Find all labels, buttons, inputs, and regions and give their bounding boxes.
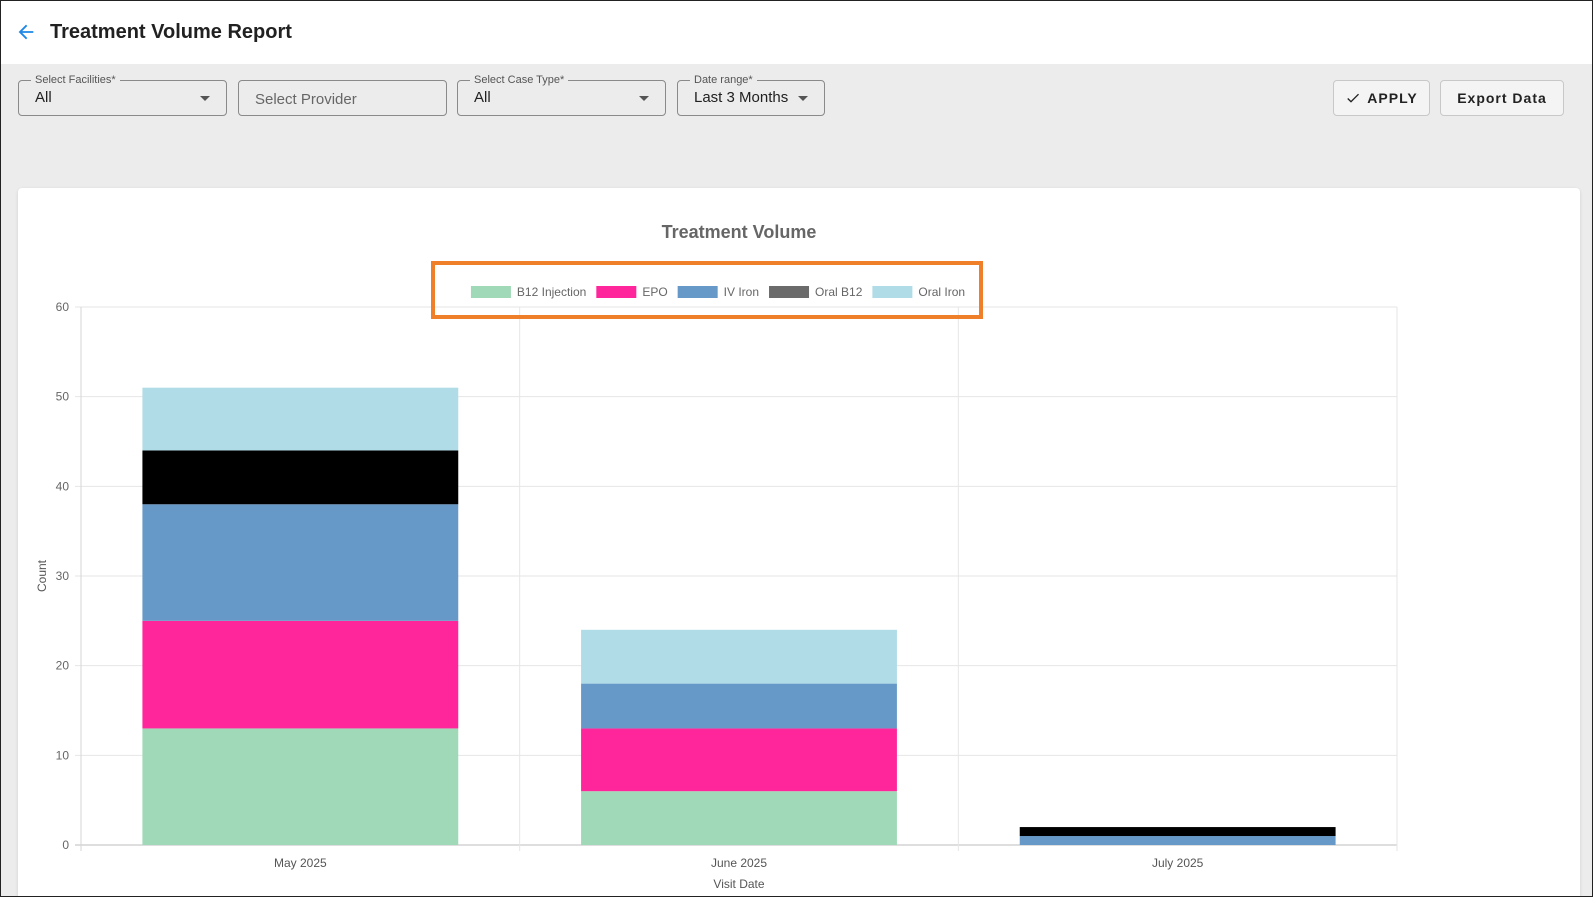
back-button[interactable] [14, 20, 38, 44]
y-tick-label: 0 [62, 838, 69, 852]
page-title: Treatment Volume Report [50, 21, 292, 43]
facilities-select-label: Select Facilities* [31, 73, 120, 87]
check-icon [1347, 93, 1360, 103]
legend-label: B12 Injection [517, 285, 586, 299]
legend-label: Oral B12 [815, 285, 863, 299]
bar-segment-iv-iron [1019, 836, 1336, 845]
case-type-select[interactable]: Select Case Type* All [457, 73, 666, 116]
legend-label: EPO [642, 285, 667, 299]
x-tick-label: May 2025 [274, 856, 327, 870]
x-tick-label: July 2025 [1152, 856, 1204, 870]
chart-title: Treatment Volume [662, 222, 817, 242]
bar-segment-iv-iron [142, 504, 459, 621]
legend-swatch [596, 286, 637, 298]
provider-select-placeholder: Select Provider [255, 91, 357, 108]
case-type-select-value: All [474, 89, 491, 106]
bar-segment-oral-iron [581, 629, 897, 684]
y-tick-label: 60 [56, 300, 70, 314]
y-tick-label: 40 [56, 479, 70, 493]
facilities-select[interactable]: Select Facilities* All [18, 73, 227, 116]
facilities-select-value: All [35, 89, 52, 106]
chevron-down-icon [798, 96, 808, 101]
y-tick-label: 10 [56, 748, 70, 762]
date-range-select-value: Last 3 Months [694, 89, 789, 106]
bar-segment-b12-injection [581, 791, 897, 845]
export-data-button[interactable]: Export Data [1440, 80, 1564, 116]
y-tick-label: 30 [56, 569, 70, 583]
y-tick-label: 20 [56, 659, 70, 673]
y-axis-label: Count [35, 559, 49, 592]
bar-segment-iv-iron [581, 683, 897, 729]
legend-label: IV Iron [724, 285, 759, 299]
provider-select[interactable]: Select Provider [238, 80, 447, 116]
chevron-down-icon [200, 96, 210, 101]
date-range-select-label: Date range* [690, 73, 757, 87]
legend-swatch [677, 286, 718, 298]
chart-legend: B12 Injection EPO IV Iron Oral B12 Oral Iron [470, 285, 965, 299]
legend-swatch [470, 286, 511, 298]
legend-label: Oral Iron [918, 285, 965, 299]
page-header: Treatment Volume Report [0, 0, 1593, 64]
apply-button[interactable]: APPLY [1333, 80, 1430, 116]
bar-segment-epo [581, 728, 897, 792]
y-tick-label: 50 [56, 390, 70, 404]
legend-swatch [769, 286, 810, 298]
bar-segment-oral-b12 [1019, 827, 1336, 837]
chevron-down-icon [639, 96, 649, 101]
x-axis-label: Visit Date [713, 877, 764, 891]
bar-segment-epo [142, 620, 459, 729]
date-range-select[interactable]: Date range* Last 3 Months [677, 73, 825, 116]
bar-segment-oral-iron [142, 387, 459, 451]
x-tick-label: June 2025 [711, 856, 767, 870]
legend-swatch [872, 286, 913, 298]
bar-segment-b12-injection [142, 728, 459, 845]
apply-button-label: APPLY [1367, 90, 1418, 106]
arrow-left-icon [18, 24, 34, 40]
export-data-button-label: Export Data [1457, 90, 1547, 106]
bar-segment-oral-b12 [142, 450, 459, 505]
case-type-select-label: Select Case Type* [470, 73, 569, 87]
